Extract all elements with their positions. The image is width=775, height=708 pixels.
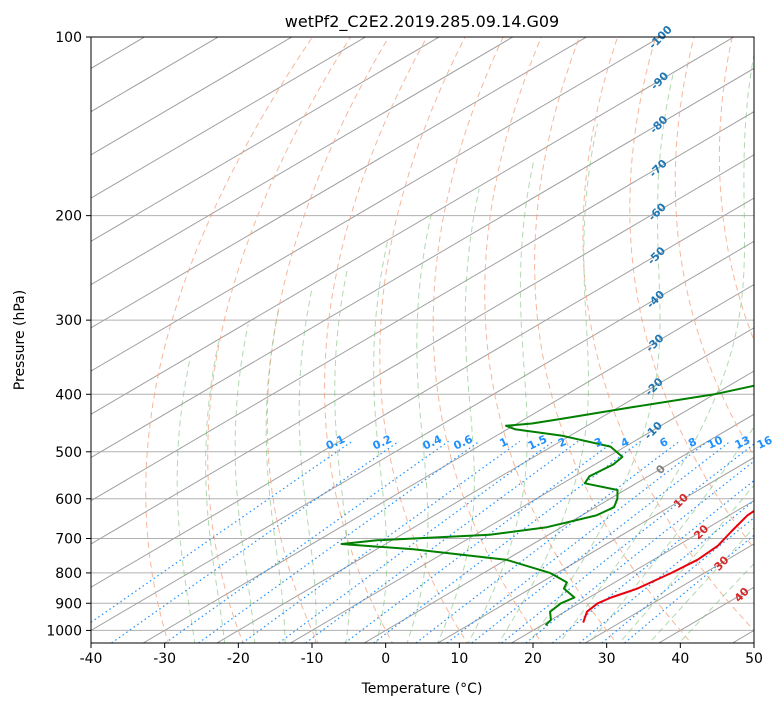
mixing-ratio-line xyxy=(241,440,521,643)
y-tick-label: 900 xyxy=(55,596,82,612)
plot-frame xyxy=(90,36,755,644)
dry-adiabat-line xyxy=(762,10,775,655)
moist-adiabat-line xyxy=(234,324,256,643)
x-axis-title: Temperature (°C) xyxy=(361,681,483,697)
moist-adiabat-line xyxy=(265,306,286,643)
y-tick-label: 1000 xyxy=(46,623,82,639)
x-tick-label: -30 xyxy=(153,651,176,667)
axes: -40 -30 -20 -10 0 10 20 30 40 50 100 200 300 400 500 60… xyxy=(46,30,763,667)
y-tick-label: 700 xyxy=(55,532,82,548)
isotherm-line xyxy=(91,37,514,286)
isotherm-line xyxy=(91,154,754,545)
isotherm-line xyxy=(510,500,754,643)
profile-line xyxy=(582,509,754,623)
y-tick-label: 800 xyxy=(55,566,82,582)
mixing-ratio-line xyxy=(278,440,554,643)
dry-adiabat-line xyxy=(674,37,754,457)
isotherm-line xyxy=(142,283,754,643)
y-tick-label: 300 xyxy=(55,313,82,329)
x-tick-label: -40 xyxy=(80,651,103,667)
x-tick-label: 10 xyxy=(450,651,468,667)
moist-adiabat-line xyxy=(618,484,754,643)
dry-adiabat-line xyxy=(582,37,754,632)
isotherm-line xyxy=(91,37,367,199)
moist-adiabat-line xyxy=(467,157,535,643)
mixing-ratio-label: 13 xyxy=(733,433,752,451)
isotherm-line xyxy=(91,37,662,372)
mixing-ratio-label: 10 xyxy=(705,433,725,451)
mixing-ratio-label: 16 xyxy=(755,433,775,451)
y-tick-label: 600 xyxy=(55,492,82,508)
moist-adiabat-line xyxy=(373,240,389,643)
moist-adiabat-line xyxy=(437,188,480,643)
isotherm-line xyxy=(363,413,754,643)
isotherm-line xyxy=(91,37,441,242)
dry-adiabat-line xyxy=(534,37,692,643)
dry-adiabat-line xyxy=(145,37,314,643)
profile-line xyxy=(340,384,754,626)
x-tick-label: 40 xyxy=(671,651,689,667)
dry-adiabat-line xyxy=(324,37,428,643)
plot-background xyxy=(91,37,754,643)
isotherm-line xyxy=(91,37,735,415)
dry-adiabat-line xyxy=(379,37,468,643)
mixing-ratio-line xyxy=(624,534,754,643)
x-tick-label: -20 xyxy=(227,651,250,667)
isotherm-line xyxy=(91,111,754,502)
moist-adiabat-line xyxy=(334,267,351,643)
y-tick-label: 100 xyxy=(55,30,82,46)
dry-adiabat-line xyxy=(207,37,352,643)
mixing-ratio-line xyxy=(415,440,680,643)
dry-adiabat-line xyxy=(718,37,754,342)
x-tick-label: 0 xyxy=(381,651,390,667)
mixing-ratio-line xyxy=(601,516,754,643)
y-tick-label: 500 xyxy=(55,445,82,461)
isotherm-line xyxy=(584,543,754,643)
y-tick-label: 200 xyxy=(55,209,82,225)
mixing-ratio-line xyxy=(373,440,641,643)
isotherm-line xyxy=(91,37,293,156)
isotherm-line xyxy=(91,197,754,588)
mixing-ratio-line xyxy=(446,440,709,643)
mixing-ratio-line xyxy=(198,440,480,643)
mixing-ratio-line xyxy=(344,440,615,643)
isotherm-line xyxy=(91,240,754,632)
x-tick-label: 50 xyxy=(745,651,763,667)
mixing-ratio-line xyxy=(91,440,353,624)
x-tick-label: 30 xyxy=(598,651,616,667)
isotherm-line xyxy=(91,37,588,329)
chart-title: wetPf2_C2E2.2019.285.09.14.G09 xyxy=(285,12,559,32)
mixing-ratio-line xyxy=(471,440,731,643)
y-axis-title: Pressure (hPa) xyxy=(12,290,28,390)
isotherm-line xyxy=(436,456,754,643)
data-series xyxy=(340,384,754,626)
x-tick-label: -10 xyxy=(301,651,324,667)
background-lines xyxy=(91,10,775,655)
x-tick-label: 20 xyxy=(524,651,542,667)
mixing-ratio-line xyxy=(501,443,754,643)
moist-adiabat-line xyxy=(298,288,317,643)
moist-adiabat-line xyxy=(205,340,226,643)
moist-adiabat-line xyxy=(558,51,754,643)
y-tick-label: 400 xyxy=(55,387,82,403)
isotherm-line xyxy=(289,370,754,643)
moist-adiabat-line xyxy=(588,425,754,643)
dry-adiabat-line xyxy=(484,37,618,643)
